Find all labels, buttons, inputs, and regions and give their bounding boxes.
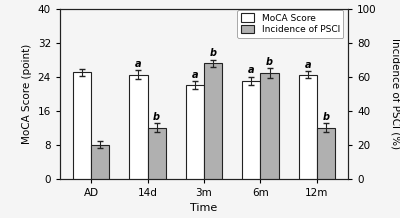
Text: a: a	[304, 60, 311, 70]
Bar	[130, 75, 148, 179]
Text: b: b	[153, 112, 160, 122]
Text: a: a	[248, 65, 255, 75]
Text: b: b	[210, 48, 216, 58]
Bar	[317, 128, 335, 179]
Bar	[186, 85, 204, 179]
Bar	[299, 75, 317, 179]
Text: a: a	[135, 59, 142, 69]
Bar	[73, 73, 91, 179]
Text: b: b	[322, 112, 330, 122]
Y-axis label: Incidence of PSCI (%): Incidence of PSCI (%)	[390, 38, 400, 149]
Bar	[260, 73, 278, 179]
Bar	[204, 63, 222, 179]
Bar	[242, 81, 260, 179]
Bar	[148, 128, 166, 179]
Text: a: a	[192, 70, 198, 80]
Text: b: b	[266, 56, 273, 66]
Bar	[91, 145, 109, 179]
Legend: MoCA Score, Incidence of PSCI: MoCA Score, Incidence of PSCI	[237, 10, 344, 37]
Y-axis label: MoCA Score (point): MoCA Score (point)	[22, 44, 32, 144]
X-axis label: Time: Time	[190, 203, 218, 213]
